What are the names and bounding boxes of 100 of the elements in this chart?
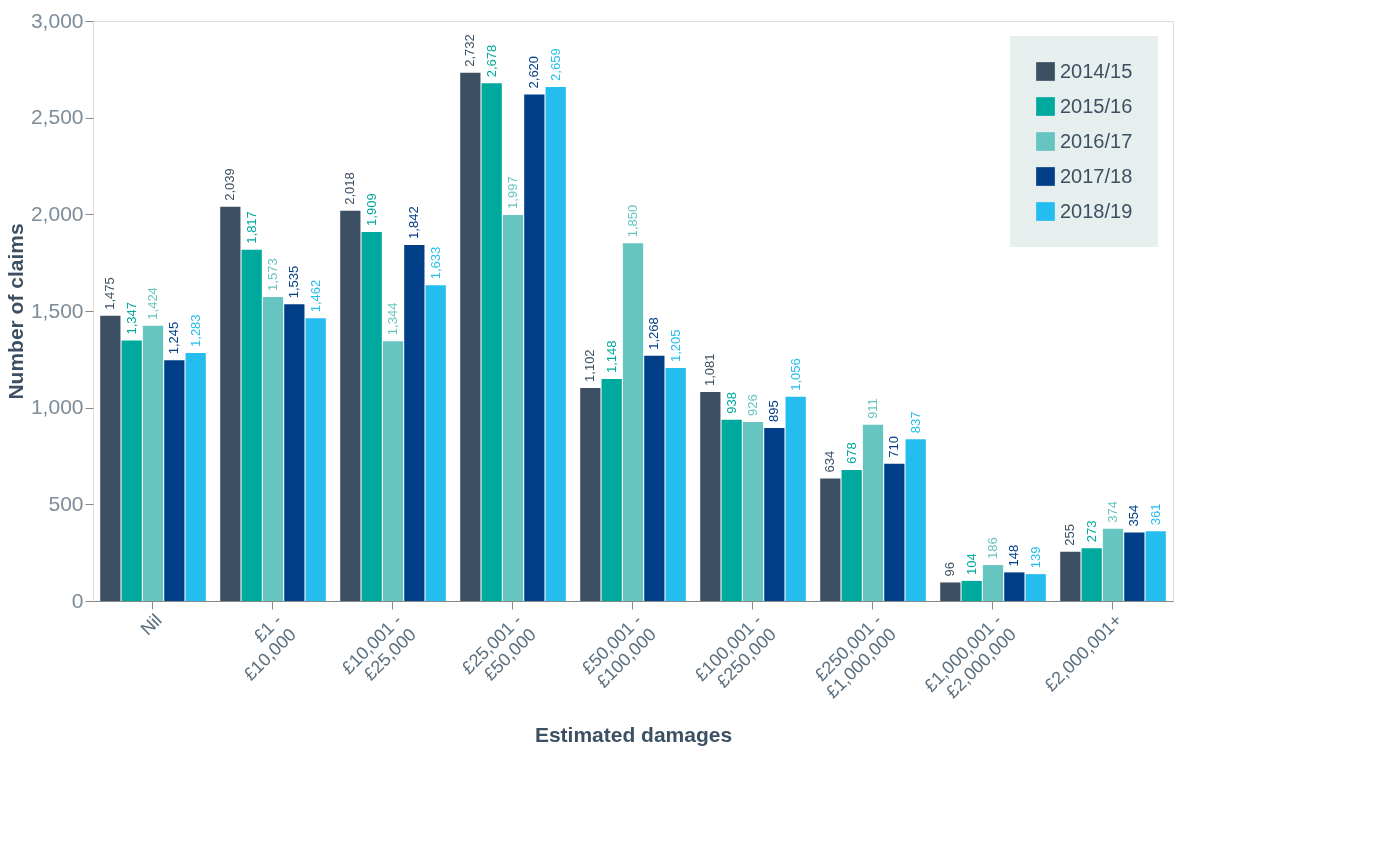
bar [481, 83, 502, 601]
data-label: 1,102 [582, 349, 598, 382]
bar [841, 469, 862, 601]
bar [884, 463, 905, 601]
data-label: 1,842 [406, 206, 422, 239]
bar [284, 304, 305, 601]
data-label: 1,535 [286, 265, 302, 299]
data-label: 837 [907, 411, 923, 434]
data-label: 2,732 [462, 34, 478, 67]
bar [425, 285, 446, 601]
bar [545, 86, 566, 601]
data-label: 895 [766, 400, 782, 422]
y-tick-label: 1,500 [30, 298, 84, 322]
bar [220, 206, 241, 601]
data-label: 2,620 [526, 55, 542, 89]
data-label: 1,344 [385, 302, 400, 336]
bar [121, 340, 142, 601]
data-label: 255 [1062, 524, 1078, 546]
data-label: 354 [1126, 504, 1142, 527]
bar [700, 392, 721, 601]
bar [764, 427, 785, 601]
bar [1025, 574, 1046, 601]
data-label: 1,817 [243, 211, 259, 244]
data-label: 1,245 [166, 321, 182, 355]
y-tick-label: 1,000 [30, 395, 84, 419]
data-label: 938 [723, 391, 739, 414]
bar [382, 341, 404, 601]
bar [340, 210, 361, 601]
bar [404, 244, 425, 601]
data-label: 186 [985, 537, 1000, 560]
bar [580, 387, 601, 601]
data-label: 2,678 [483, 44, 499, 78]
x-axis-title: Estimated damages [534, 722, 733, 746]
legend-label: 2016/17 [1060, 129, 1133, 152]
data-label: 634 [822, 450, 838, 473]
data-label: 911 [865, 398, 880, 419]
legend-label: 2014/15 [1060, 59, 1133, 82]
bar [961, 580, 982, 601]
data-label: 374 [1105, 500, 1120, 523]
bar [1060, 551, 1081, 601]
legend-label: 2018/19 [1060, 199, 1133, 222]
bar [460, 72, 481, 601]
bar [262, 296, 284, 601]
data-label: 926 [745, 394, 760, 416]
bar [785, 396, 806, 601]
data-label: 1,056 [787, 358, 803, 391]
bar [940, 582, 961, 601]
legend-label: 2017/18 [1060, 164, 1133, 187]
bar [502, 214, 524, 601]
data-label: 273 [1083, 520, 1099, 543]
data-label: 1,081 [702, 353, 718, 387]
data-label: 1,475 [102, 277, 118, 310]
data-label: 710 [886, 436, 902, 458]
bar [905, 439, 926, 601]
data-label: 1,909 [363, 193, 379, 226]
bar [601, 379, 622, 601]
data-label: 104 [963, 553, 979, 575]
y-tick-label: 500 [48, 491, 84, 515]
data-label: 1,850 [625, 204, 640, 238]
bar [1004, 572, 1025, 601]
x-tick-label: Nil [136, 610, 166, 640]
y-tick-label: 2,000 [30, 201, 84, 225]
data-label: 1,268 [646, 317, 662, 350]
bar [644, 355, 665, 601]
bar [361, 231, 382, 601]
bar [665, 368, 686, 601]
data-label: 361 [1147, 503, 1163, 526]
legend-label: 2015/16 [1060, 94, 1133, 117]
bar [305, 318, 326, 601]
bar [1124, 532, 1145, 601]
data-label: 139 [1027, 546, 1043, 569]
data-label: 678 [843, 442, 859, 464]
bar [721, 419, 742, 601]
data-label: 1,462 [307, 279, 323, 313]
bar [185, 352, 206, 601]
data-label: 1,347 [123, 302, 139, 335]
data-label: 1,205 [667, 329, 683, 363]
bar [1102, 528, 1124, 601]
bar [142, 325, 164, 601]
data-label: 1,573 [265, 258, 280, 291]
data-label: 1,997 [505, 176, 520, 209]
data-label: 1,148 [603, 340, 619, 374]
data-label: 1,424 [145, 287, 160, 320]
data-label: 1,283 [187, 314, 203, 347]
bar [982, 565, 1004, 601]
data-label: 1,633 [427, 246, 443, 280]
bar [820, 478, 841, 601]
bar [742, 421, 764, 601]
data-label: 148 [1006, 544, 1022, 567]
bar [1081, 548, 1102, 601]
y-tick-label: 3,000 [30, 8, 84, 32]
y-axis-title: Number of claims [3, 223, 27, 400]
bar [524, 94, 545, 601]
data-label: 96 [942, 561, 958, 577]
bar [100, 315, 121, 601]
data-label: 2,659 [547, 48, 563, 81]
y-tick-label: 0 [71, 588, 84, 612]
bar [862, 424, 884, 601]
bar [622, 243, 644, 601]
bar [241, 249, 262, 601]
